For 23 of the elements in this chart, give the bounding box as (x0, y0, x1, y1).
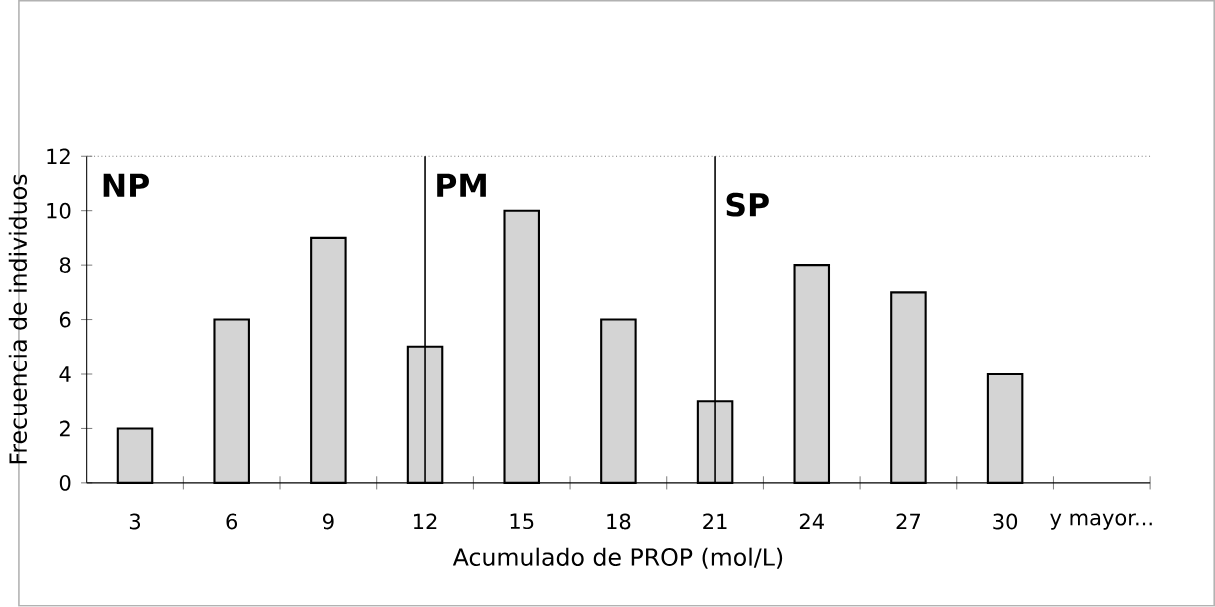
y-tick-label: 0 (59, 475, 71, 491)
x-tick-label: 30 (993, 513, 1018, 530)
x-tick-label: 24 (799, 513, 824, 530)
annotation: NP (103, 173, 149, 197)
y-tick-label: 8 (59, 257, 71, 274)
x-tick-label: 9 (323, 513, 334, 530)
x-tick-label: 12 (413, 513, 437, 530)
x-tick-label: 6 (226, 513, 238, 530)
x-axis-title: Acumulado de PROP (mol/L) (452, 547, 783, 569)
x-tick-label: y mayor... (1050, 513, 1152, 530)
x-tick-label: 21 (703, 513, 727, 530)
y-tick-label: 2 (59, 420, 70, 437)
x-tick-label: 15 (510, 513, 534, 530)
ref-line-label: PM (437, 173, 486, 197)
y-tick-label: 4 (59, 366, 71, 382)
ref-line-label: SP (726, 192, 769, 217)
x-tick-label: 18 (607, 513, 631, 530)
x-tick-label: 27 (896, 513, 920, 530)
y-tick-label: 12 (47, 148, 70, 165)
y-tick-label: 6 (59, 311, 71, 328)
y-tick-label: 10 (47, 202, 71, 219)
x-tick-label: 3 (129, 513, 141, 530)
y-axis-title: Frecuencia de individuos (8, 174, 28, 464)
